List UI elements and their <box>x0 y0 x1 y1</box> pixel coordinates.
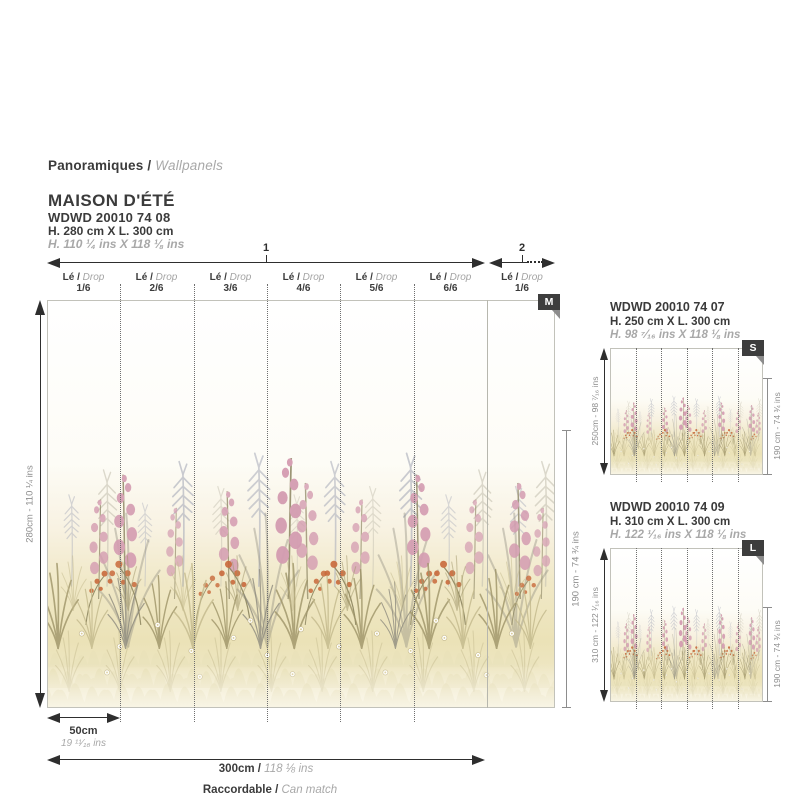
panel-guide-line <box>267 284 268 722</box>
drop-fraction: 6/6 <box>443 283 458 294</box>
drop-label-3: Lé / Drop 3/6 <box>194 272 267 294</box>
variant-s-motif-label: 190 cm - 74 ¾ ins <box>772 392 782 460</box>
variant-l-size-ins: H. 122 ¹⁄₁₆ ins X 118 ⅛ ins <box>610 529 747 541</box>
variant-l-motif-label: 190 cm - 74 ¾ ins <box>772 620 782 688</box>
product-reference: WDWD 20010 74 08 <box>48 210 171 225</box>
variant-l-reference: WDWD 20010 74 09 <box>610 500 725 514</box>
drop-fraction: 4/6 <box>296 283 311 294</box>
breadcrumb-secondary: Wallpanels <box>151 158 224 173</box>
panel-guide-line <box>636 348 637 482</box>
drop-label-1: Lé / Drop 1/6 <box>47 272 120 294</box>
variant-s-height-label: 250cm - 98 ⁷⁄₁₆ ins <box>590 376 600 446</box>
match-label: Raccordable / Can match <box>202 784 338 796</box>
panel-guide-line <box>712 348 713 482</box>
panel-guide-line <box>636 548 637 709</box>
total-width-arrow <box>47 753 485 766</box>
mural-frame-s <box>610 348 763 475</box>
panel-guide-line <box>687 548 688 709</box>
variant-l-height-label: 310 cm - 122 ¹⁄₁₆ ins <box>590 587 600 663</box>
panel-guide-line <box>120 284 121 722</box>
panel-width-ins-label: 19 ¹¹⁄₁₆ ins <box>61 738 106 749</box>
wallpaper-mural-main <box>48 301 554 707</box>
mural-frame-l <box>610 548 763 702</box>
variant-s-size-ins: H. 98 ⁷⁄₁₆ ins X 118 ⅛ ins <box>610 329 741 341</box>
drop-fraction: 5/6 <box>369 283 384 294</box>
breadcrumb: Panoramiques / Wallpanels <box>48 158 223 173</box>
panel-guide-line <box>414 284 415 722</box>
drop-fraction: 1/6 <box>76 283 91 294</box>
variant-s-reference: WDWD 20010 74 07 <box>610 300 725 314</box>
variant-l-size-cm: H. 310 cm X L. 300 cm <box>610 516 731 528</box>
size-badge-m: M <box>538 294 560 319</box>
panel-guide-line <box>661 348 662 482</box>
panel-width-cm-label: 50cm <box>69 725 98 737</box>
product-size-cm: H. 280 cm X L. 300 cm <box>48 224 174 238</box>
panel-guide-line <box>738 348 739 482</box>
size-badge-s: S <box>742 340 764 365</box>
width-arrow-2 <box>489 256 555 269</box>
panel-guide-line <box>661 548 662 709</box>
page-title: MAISON D'ÉTÉ <box>48 191 175 210</box>
size-badge-l: L <box>742 540 764 565</box>
drop-label-6: Lé / Drop 6/6 <box>414 272 487 294</box>
arrow-1-tick <box>266 255 267 263</box>
drop-fraction: 3/6 <box>223 283 238 294</box>
drop-fraction: 1/6 <box>515 283 529 294</box>
variant-s-size-cm: H. 250 cm X L. 300 cm <box>610 316 731 328</box>
mural-frame-main <box>47 300 555 708</box>
panel-width-arrow <box>47 711 120 724</box>
panel-guide-line <box>194 284 195 722</box>
height-label-total: 280cm - 110 ¼ ins <box>24 465 36 543</box>
arrow-1-label: 1 <box>262 242 270 254</box>
repeat-separator <box>487 300 488 708</box>
breadcrumb-primary: Panoramiques / <box>48 158 152 173</box>
drop-label-4: Lé / Drop 4/6 <box>267 272 340 294</box>
drop-label-5: Lé / Drop 5/6 <box>340 272 413 294</box>
drop-fraction: 2/6 <box>149 283 164 294</box>
product-size-ins: H. 110 ¼ ins X 118 ⅛ ins <box>48 237 185 251</box>
panel-guide-line <box>687 348 688 482</box>
drop-label-repeat: Lé / Drop 1/6 <box>489 272 555 294</box>
height-label-motif: 190 cm - 74 ¾ ins <box>570 531 582 607</box>
panel-guide-line <box>340 284 341 722</box>
total-width-label: 300cm / 118 ⅛ ins <box>218 763 314 775</box>
panel-guide-line <box>712 548 713 709</box>
arrow-2-tick <box>522 255 523 263</box>
panel-guide-line <box>738 548 739 709</box>
arrow-2-label: 2 <box>518 242 526 254</box>
drop-label-2: Lé / Drop 2/6 <box>120 272 193 294</box>
